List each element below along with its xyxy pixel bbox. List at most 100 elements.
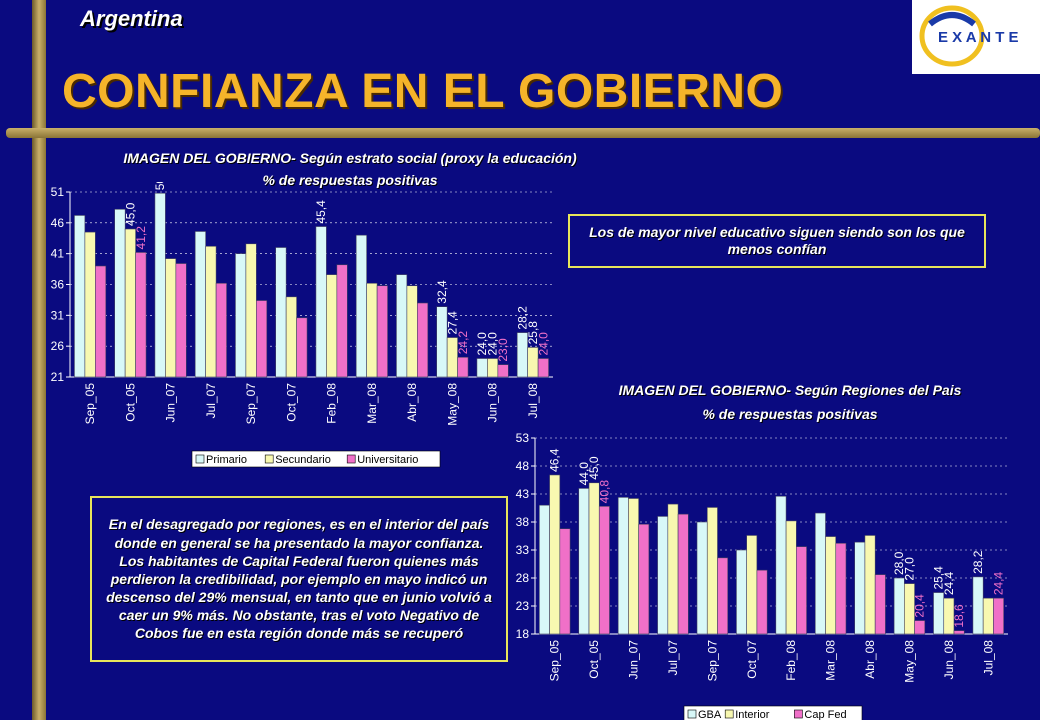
- bar-secundario: [245, 243, 257, 378]
- data-label: 50,8: [153, 182, 167, 190]
- bar-interior: [667, 503, 679, 635]
- decorative-left-bar: [32, 0, 46, 720]
- y-tick-label: 51: [51, 185, 65, 199]
- bar-universitario: [175, 263, 187, 378]
- data-label: 44,0: [577, 462, 591, 486]
- bar-universitario: [417, 302, 429, 378]
- bar-interior: [785, 520, 797, 635]
- bar-interior: [588, 482, 600, 635]
- bar-universitario: [215, 282, 227, 378]
- y-tick-label: 36: [51, 278, 65, 292]
- data-label: 46,4: [548, 448, 562, 472]
- x-tick-label: Sep_05: [548, 640, 562, 682]
- bar-interior: [943, 597, 955, 635]
- data-label: 24,2: [456, 331, 470, 355]
- bar-interior: [864, 535, 876, 635]
- logo-ring-icon: [919, 5, 985, 67]
- data-label: 28,2: [971, 550, 985, 574]
- x-tick-label: May_08: [445, 383, 459, 426]
- data-label: 24,0: [536, 332, 550, 356]
- y-tick-label: 43: [516, 487, 530, 501]
- data-label: 27,0: [902, 557, 916, 581]
- legend-label: Cap Fed: [804, 709, 846, 720]
- x-tick-label: Abr_08: [863, 640, 877, 679]
- bar-universitario: [457, 356, 469, 378]
- legend-swatch: [264, 454, 274, 464]
- x-tick-label: Mar_08: [365, 383, 379, 424]
- bar-cap-fed: [874, 574, 886, 635]
- data-label: 18,6: [952, 604, 966, 628]
- bar-gba: [617, 497, 629, 635]
- bar-interior: [904, 583, 915, 635]
- bar-interior: [628, 498, 639, 635]
- bar-interior: [746, 535, 758, 635]
- bar-gba: [854, 541, 866, 635]
- y-tick-label: 26: [51, 339, 65, 353]
- bar-gba: [814, 512, 826, 635]
- legend-box: [191, 450, 441, 468]
- data-label: 28,2: [515, 306, 529, 330]
- y-tick-label: 38: [516, 515, 530, 529]
- x-tick-label: May_08: [902, 640, 916, 683]
- logo-arc-icon: [928, 12, 976, 27]
- legend-swatch: [687, 709, 697, 719]
- bar-secundario: [205, 245, 217, 378]
- data-label: 27,4: [445, 311, 459, 335]
- page-title: CONFIANZA EN EL GOBIERNO: [62, 65, 784, 118]
- legend-swatch: [195, 454, 205, 464]
- x-tick-label: Jun_07: [164, 383, 178, 423]
- legend-label: Secundario: [275, 454, 331, 466]
- education-note: Los de mayor nivel educativo siguen sien…: [568, 214, 986, 268]
- bar-gba: [696, 521, 708, 635]
- x-tick-label: Jul_07: [666, 640, 680, 676]
- bar-gba: [972, 576, 984, 635]
- bar-gba: [775, 495, 787, 635]
- bar-cap-fed: [638, 523, 650, 635]
- y-tick-label: 23: [516, 599, 530, 613]
- x-tick-label: Abr_08: [405, 383, 419, 422]
- y-tick-label: 31: [51, 308, 65, 322]
- data-label: 41,2: [134, 226, 148, 250]
- legend-label: Primario: [206, 454, 247, 466]
- x-tick-label: Oct_05: [587, 640, 601, 679]
- bar-secundario: [285, 296, 297, 378]
- bar-cap-fed: [717, 557, 729, 635]
- bar-primario: [194, 231, 206, 378]
- data-label: 24,4: [942, 571, 956, 595]
- x-tick-label: Oct_07: [745, 640, 759, 679]
- bar-primario: [114, 208, 126, 378]
- bar-universitario: [95, 265, 107, 378]
- regions-note: En el desagregado por regiones, es en el…: [90, 496, 508, 662]
- bar-cap-fed: [993, 597, 1004, 635]
- data-label: 24,0: [475, 332, 489, 356]
- chart1-subtitle: % de respuestas positivas: [262, 172, 438, 188]
- legend-label: Interior: [735, 709, 770, 720]
- bar-primario: [74, 215, 86, 378]
- bar-gba: [539, 504, 550, 635]
- chart2-subtitle: % de respuestas positivas: [702, 406, 878, 422]
- bar-secundario: [124, 228, 136, 378]
- x-tick-label: Jun_08: [942, 640, 956, 680]
- x-tick-label: Jul_08: [981, 640, 995, 676]
- bar-gba: [736, 549, 747, 635]
- data-label: 25,8: [526, 321, 540, 345]
- legend-swatch: [346, 454, 356, 464]
- bar-secundario: [165, 258, 177, 378]
- bar-interior: [825, 536, 837, 635]
- bar-primario: [235, 253, 247, 378]
- bar-cap-fed: [796, 546, 807, 635]
- bar-gba: [657, 516, 669, 635]
- bar-universitario: [296, 317, 308, 378]
- bar-primario: [476, 358, 488, 378]
- y-tick-label: 53: [516, 431, 530, 445]
- legend-label: GBA: [698, 709, 722, 720]
- legend-swatch: [724, 709, 734, 719]
- bar-primario: [154, 192, 166, 378]
- data-label: 45,4: [314, 200, 328, 224]
- data-label: 28,0: [892, 551, 906, 575]
- bar-interior: [982, 597, 994, 635]
- bar-primario: [396, 274, 408, 378]
- data-label: 24,4: [992, 571, 1006, 595]
- data-label: 32,4: [435, 280, 449, 304]
- bar-universitario: [376, 285, 388, 378]
